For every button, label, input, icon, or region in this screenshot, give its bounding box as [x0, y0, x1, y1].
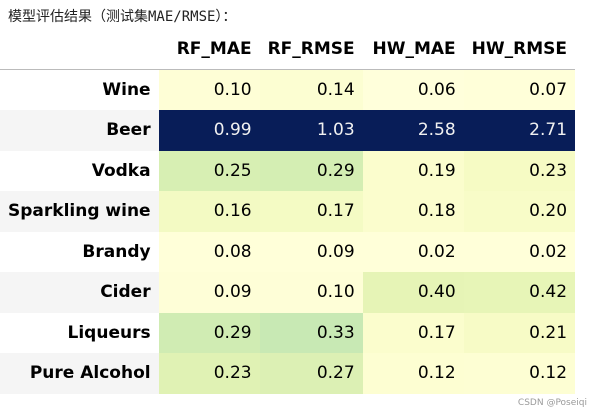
- row-label: Liqueurs: [67, 322, 151, 343]
- table-row: Sparkling wine 0.16 0.17 0.18 0.20: [0, 191, 576, 232]
- table-cell: 0.23: [158, 353, 260, 394]
- metrics-table: RF_MAE RF_RMSE HW_MAE HW_RMSE Wine 0.10 0.…: [0, 29, 576, 394]
- table-cell: 0.17: [362, 312, 464, 353]
- table-cell: 0.42: [463, 272, 576, 313]
- table-cell: 1.03: [259, 110, 363, 151]
- table-cell: 0.25: [158, 150, 260, 191]
- table-cell: 0.29: [259, 150, 363, 191]
- table-cell: 0.16: [158, 191, 260, 232]
- table-cell: 2.58: [362, 110, 464, 151]
- column-header: RF_MAE: [158, 29, 260, 70]
- row-label: Beer: [0, 110, 159, 151]
- table-cell: 0.09: [158, 272, 260, 313]
- table-row: Cider 0.09 0.10 0.40 0.42: [0, 272, 576, 313]
- row-label: Pure Alcohol: [0, 353, 159, 394]
- table-row: Pure Alcohol 0.23 0.27 0.12 0.12: [0, 353, 576, 394]
- output-caption: 模型评估结果（测试集MAE/RMSE）：: [8, 9, 237, 25]
- watermark: CSDN @Poseiqi: [517, 398, 587, 408]
- table-cell: 0.99: [158, 110, 260, 151]
- table-cell: 0.08: [158, 231, 260, 272]
- table-cell: 0.18: [362, 191, 464, 232]
- column-header: RF_RMSE: [259, 29, 363, 70]
- row-label: Brandy: [82, 241, 151, 262]
- index-header: [0, 29, 159, 70]
- table-cell: 0.40: [362, 272, 464, 313]
- table-row: Wine 0.10 0.14 0.06 0.07: [0, 69, 576, 110]
- table-cell: 0.07: [463, 69, 576, 110]
- table-cell: 0.29: [158, 312, 260, 353]
- column-header: HW_RMSE: [463, 29, 576, 70]
- table-cell: 0.06: [362, 69, 464, 110]
- table-cell: 0.23: [463, 150, 576, 191]
- table-row: Vodka 0.25 0.29 0.19 0.23: [0, 150, 576, 191]
- table-row: Beer 0.99 1.03 2.58 2.71: [0, 110, 576, 151]
- column-header: HW_MAE: [362, 29, 464, 70]
- table-cell: 0.19: [362, 150, 464, 191]
- table-row: Liqueurs 0.29 0.33 0.17 0.21: [0, 312, 576, 353]
- table-cell: 0.27: [259, 353, 363, 394]
- table-cell: 0.09: [259, 231, 363, 272]
- table-cell: 0.10: [158, 69, 260, 110]
- table-cell: 0.17: [259, 191, 363, 232]
- header-row: RF_MAE RF_RMSE HW_MAE HW_RMSE: [0, 29, 576, 70]
- table-cell: 0.12: [362, 353, 464, 394]
- table-cell: 0.12: [463, 353, 576, 394]
- table-row: Brandy 0.08 0.09 0.02 0.02: [0, 231, 576, 272]
- row-label: Wine: [102, 80, 151, 100]
- table-cell: 0.20: [463, 191, 576, 232]
- row-label: Cider: [0, 272, 159, 313]
- table-cell: 2.71: [463, 110, 576, 151]
- table-cell: 0.02: [362, 231, 464, 272]
- row-label: Sparkling wine: [0, 191, 159, 232]
- table-cell: 0.02: [463, 231, 576, 272]
- table-cell: 0.10: [259, 272, 363, 313]
- table-body: Wine 0.10 0.14 0.06 0.07 Beer 0.99 1.03 2.58 2.71…: [0, 69, 576, 394]
- table-cell: 0.33: [259, 312, 363, 353]
- row-label: Vodka: [91, 160, 151, 181]
- table-cell: 0.14: [259, 69, 363, 110]
- table-cell: 0.21: [463, 312, 576, 353]
